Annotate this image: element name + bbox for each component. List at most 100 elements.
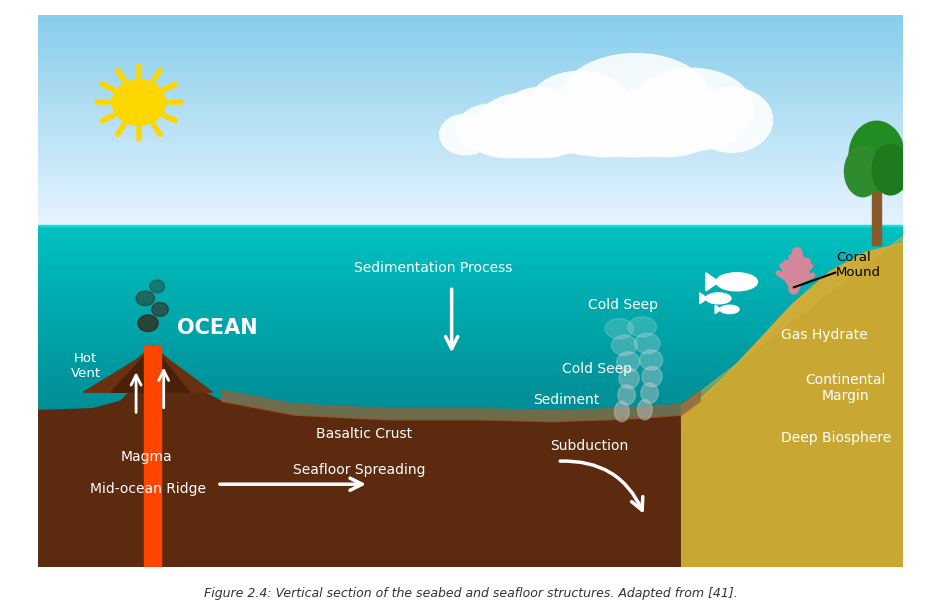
Bar <box>38 40 903 44</box>
Ellipse shape <box>136 291 154 306</box>
Bar <box>38 191 903 196</box>
Ellipse shape <box>605 319 633 339</box>
Bar <box>38 195 903 199</box>
Ellipse shape <box>527 71 632 148</box>
Bar <box>38 553 903 561</box>
Bar <box>38 163 903 167</box>
Bar <box>38 19 903 23</box>
Bar <box>38 397 903 404</box>
Bar <box>38 390 903 398</box>
Bar <box>38 383 903 391</box>
Ellipse shape <box>150 280 165 293</box>
Bar <box>38 233 903 241</box>
Polygon shape <box>38 250 903 567</box>
Ellipse shape <box>641 383 659 403</box>
Bar <box>38 512 903 520</box>
Ellipse shape <box>640 350 662 370</box>
Bar <box>38 343 903 350</box>
Bar <box>38 100 903 104</box>
Bar <box>38 82 903 86</box>
Bar <box>38 472 903 479</box>
Ellipse shape <box>637 400 652 420</box>
Bar <box>38 22 903 26</box>
Text: OCEAN: OCEAN <box>177 318 257 338</box>
Bar <box>38 230 681 234</box>
Bar <box>38 29 903 34</box>
Ellipse shape <box>616 352 640 372</box>
Text: Continental
Margin: Continental Margin <box>805 373 885 403</box>
Text: Mid-ocean Ridge: Mid-ocean Ridge <box>90 482 206 496</box>
Ellipse shape <box>548 92 665 157</box>
Ellipse shape <box>614 401 630 422</box>
Bar <box>38 424 903 432</box>
Ellipse shape <box>152 302 168 316</box>
Ellipse shape <box>872 144 909 195</box>
Bar <box>38 188 903 192</box>
Bar <box>38 170 903 175</box>
Bar <box>38 142 903 146</box>
Bar <box>38 68 903 73</box>
Bar <box>38 216 903 220</box>
Bar <box>38 131 903 136</box>
Ellipse shape <box>562 53 710 142</box>
Ellipse shape <box>716 273 758 291</box>
Bar <box>38 225 903 230</box>
Bar <box>38 492 903 500</box>
Bar <box>38 240 903 248</box>
Bar <box>38 445 903 452</box>
Polygon shape <box>84 346 213 392</box>
Bar <box>38 61 903 65</box>
Bar <box>38 315 903 323</box>
Bar <box>38 295 903 302</box>
Text: Magma: Magma <box>120 449 172 464</box>
Bar <box>38 128 903 132</box>
Ellipse shape <box>112 79 166 125</box>
Ellipse shape <box>439 115 491 155</box>
Text: Figure 2.4: Vertical section of the seabed and seafloor structures. Adapted from: Figure 2.4: Vertical section of the seab… <box>203 587 738 600</box>
Bar <box>38 227 903 235</box>
Text: Subduction: Subduction <box>550 439 629 452</box>
Ellipse shape <box>618 385 635 405</box>
Polygon shape <box>222 391 700 422</box>
Polygon shape <box>700 293 708 304</box>
Bar <box>38 96 903 101</box>
Ellipse shape <box>559 115 611 155</box>
Bar <box>38 167 903 171</box>
Bar <box>38 499 903 506</box>
Bar <box>38 223 903 227</box>
Bar <box>38 308 903 316</box>
Bar <box>38 301 903 309</box>
Bar <box>38 199 903 203</box>
Ellipse shape <box>466 117 585 158</box>
Bar <box>872 188 882 245</box>
Bar <box>38 145 903 150</box>
Polygon shape <box>38 282 903 567</box>
Polygon shape <box>706 273 719 291</box>
Bar <box>38 32 903 37</box>
Bar <box>38 152 903 157</box>
Ellipse shape <box>720 305 739 314</box>
Bar <box>38 335 903 343</box>
Bar <box>38 356 903 364</box>
Bar <box>38 260 903 268</box>
Bar <box>38 139 903 143</box>
Bar <box>38 71 903 76</box>
Ellipse shape <box>706 293 731 304</box>
Text: Deep Biosphere: Deep Biosphere <box>781 431 891 445</box>
Polygon shape <box>38 260 903 567</box>
Bar <box>38 451 903 459</box>
Text: Cold Seep: Cold Seep <box>588 298 658 312</box>
Bar <box>38 370 903 377</box>
Bar <box>38 86 903 90</box>
Bar <box>38 376 903 384</box>
Bar <box>38 121 903 125</box>
Bar <box>38 117 903 122</box>
Bar <box>38 349 903 357</box>
Bar <box>38 431 903 439</box>
Ellipse shape <box>606 92 724 157</box>
Bar <box>38 89 903 94</box>
Bar <box>38 47 903 51</box>
Text: Cold Seep: Cold Seep <box>562 362 632 376</box>
Bar <box>38 50 903 55</box>
Bar <box>38 485 903 493</box>
